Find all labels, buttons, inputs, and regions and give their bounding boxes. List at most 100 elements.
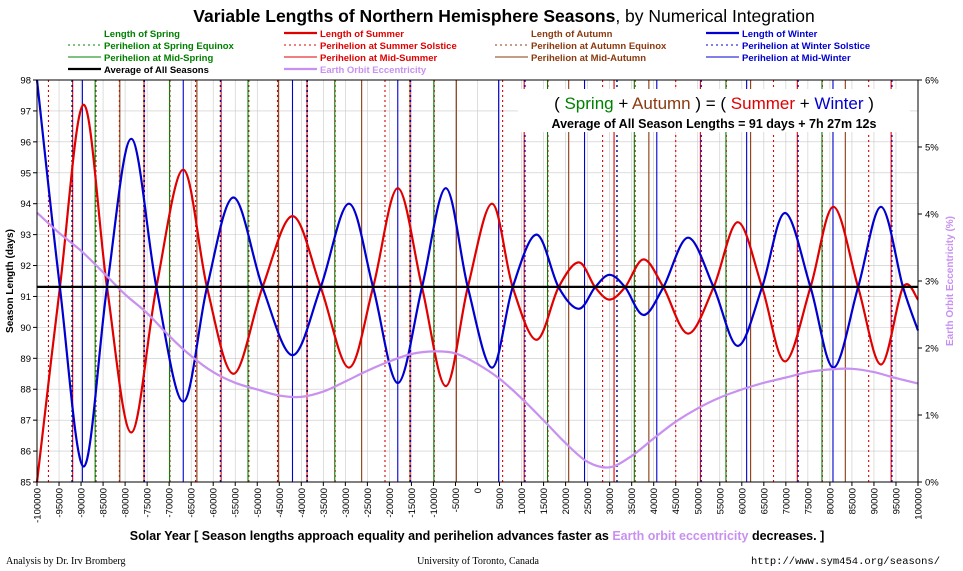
legend-label-10: Perihelion at Mid-Autumn — [531, 53, 646, 64]
y-tick-label-11: 96 — [20, 137, 31, 148]
chart-title: Variable Lengths of Northern Hemisphere … — [193, 6, 814, 26]
x-tick-label-17: -15000 — [407, 488, 418, 518]
legend-label-2: Perihelion at Mid-Spring — [104, 53, 213, 64]
x-tick-label-26: 30000 — [605, 488, 616, 514]
x-tick-label-2: -90000 — [77, 488, 88, 518]
legend-label-9: Perihelion at Autumn Equinox — [531, 41, 667, 52]
annotation-segment-8: ) — [864, 94, 874, 113]
x-tick-label-5: -75000 — [143, 488, 154, 518]
left-axis: 85 86 87 88 89 90 91 92 93 94 95 96 97 98 — [20, 76, 37, 489]
annotation-segment-0: ( — [554, 94, 564, 113]
annotation-segment-1: Spring — [564, 94, 613, 113]
x-tick-label-27: 35000 — [627, 488, 638, 514]
x-tick-label-32: 60000 — [737, 488, 748, 514]
series-line-length-of-summer — [35, 103, 919, 483]
x-tick-label-3: -85000 — [99, 488, 110, 518]
x-tick-label-0: -100000 — [33, 488, 44, 523]
x-tick-label-37: 85000 — [847, 488, 858, 514]
x-tick-label-10: -50000 — [253, 488, 264, 518]
x-tick-label-6: -70000 — [165, 488, 176, 518]
y-tick-label-6: 91 — [20, 292, 31, 303]
x-tick-label-40: 100000 — [914, 488, 925, 520]
series-line-earth-orbit-eccentricity — [36, 211, 919, 469]
x-tick-label-9: -55000 — [231, 488, 242, 518]
x-tick-label-38: 90000 — [869, 488, 880, 514]
legend-label-4: Length of Summer — [320, 29, 404, 40]
footer-institution: University of Toronto, Canada — [417, 556, 539, 567]
x-tick-label-22: 10000 — [517, 488, 528, 514]
x-tick-label-29: 45000 — [671, 488, 682, 514]
x-tick-label-20: 0 — [473, 488, 484, 493]
annotation-box — [518, 89, 910, 132]
x-tick-label-30: 50000 — [693, 488, 704, 514]
y2-tick-label-6: 6% — [925, 76, 939, 87]
y-tick-label-7: 92 — [20, 261, 31, 272]
legend-label-11: Length of Winter — [742, 29, 818, 40]
x-tick-label-18: -10000 — [429, 488, 440, 518]
annotation-equation: ( Spring + Autumn ) = ( Summer + Winter … — [554, 94, 874, 113]
x-tick-label-39: 95000 — [891, 488, 902, 514]
x-tick-label-12: -40000 — [297, 488, 308, 518]
legend-label-0: Length of Spring — [104, 29, 180, 40]
footer-url: http://www.sym454.org/seasons/ — [751, 556, 940, 568]
y-tick-label-12: 97 — [20, 106, 31, 117]
legend-label-8: Length of Autumn — [531, 29, 613, 40]
y2-tick-label-3: 3% — [925, 277, 939, 288]
x-tick-label-15: -25000 — [363, 488, 374, 518]
y-tick-label-9: 94 — [20, 199, 31, 210]
annotation-segment-6: + — [795, 94, 814, 113]
x-axis-label-pre: Solar Year [ Season lengths approach equ… — [130, 529, 613, 543]
x-tick-label-8: -60000 — [209, 488, 220, 518]
x-tick-label-31: 55000 — [715, 488, 726, 514]
chart-title-main: Variable Lengths of Northern Hemisphere … — [193, 6, 615, 26]
x-tick-label-7: -65000 — [187, 488, 198, 518]
y-axis-label: Season Length (days) — [5, 229, 16, 333]
x-axis-label-highlight: Earth orbit eccentricity — [612, 529, 748, 543]
y-tick-label-10: 95 — [20, 168, 31, 179]
right-axis: 0% 1% 2% 3% 4% 5% 6% — [918, 76, 939, 489]
x-tick-label-36: 80000 — [825, 488, 836, 514]
x-tick-label-11: -45000 — [275, 488, 286, 518]
y-tick-label-1: 86 — [20, 447, 31, 458]
legend-label-1: Perihelion at Spring Equinox — [104, 41, 235, 52]
x-axis-label-post: decreases. ] — [749, 529, 825, 543]
series-lines — [35, 79, 920, 483]
annotation-segment-5: Summer — [731, 94, 796, 113]
y-tick-label-2: 87 — [20, 416, 31, 427]
legend-label-6: Perihelion at Mid-Summer — [320, 53, 437, 64]
chart-title-suffix: , by Numerical Integration — [615, 6, 814, 26]
x-tick-label-21: 5000 — [495, 488, 506, 509]
y2-tick-label-0: 0% — [925, 478, 939, 489]
annotation-segment-4: ) = ( — [691, 94, 731, 113]
annotation-average: Average of All Season Lengths = 91 days … — [552, 117, 877, 131]
legend-label-7: Earth Orbit Eccentricity — [320, 65, 427, 76]
y-tick-label-3: 88 — [20, 385, 31, 396]
y-tick-label-0: 85 — [20, 478, 31, 489]
y-tick-label-13: 98 — [20, 76, 31, 87]
x-axis-label: Solar Year [ Season lengths approach equ… — [130, 529, 825, 543]
x-tick-label-19: -5000 — [451, 488, 462, 512]
legend-label-13: Perihelion at Mid-Winter — [742, 53, 851, 64]
y2-tick-label-4: 4% — [925, 210, 939, 221]
y2-axis-label: Earth Orbit Eccentricity (%) — [945, 216, 956, 346]
x-tick-label-14: -30000 — [341, 488, 352, 518]
y-tick-label-4: 89 — [20, 354, 31, 365]
annotation-segment-3: Autumn — [632, 94, 691, 113]
y2-tick-label-1: 1% — [925, 411, 939, 422]
x-tick-label-25: 25000 — [583, 488, 594, 514]
x-tick-label-34: 70000 — [781, 488, 792, 514]
annotation-segment-7: Winter — [814, 94, 863, 113]
x-tick-label-28: 40000 — [649, 488, 660, 514]
legend-label-12: Perihelion at Winter Solstice — [742, 41, 870, 52]
x-tick-label-1: -95000 — [55, 488, 66, 518]
legend-label-3: Average of All Seasons — [104, 65, 209, 76]
x-axis: -100000 -95000 -90000 -85000 -80000 -75000 -70… — [33, 482, 925, 523]
y2-tick-label-5: 5% — [925, 143, 939, 154]
series-line-length-of-winter — [35, 79, 920, 468]
annotation-segment-2: + — [614, 94, 632, 113]
x-tick-label-23: 15000 — [539, 488, 550, 514]
perihelion-markers — [47, 80, 893, 482]
x-tick-label-33: 65000 — [759, 488, 770, 514]
y-tick-label-5: 90 — [20, 323, 31, 334]
